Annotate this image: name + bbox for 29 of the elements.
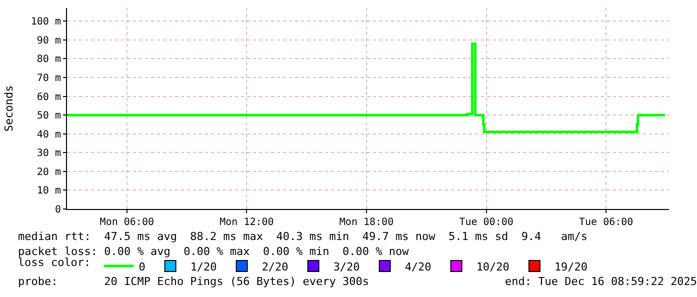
y-tick-label: 80 m	[36, 54, 61, 66]
legend-label: 2/20	[262, 260, 288, 274]
y-tick-label: 50 m	[36, 110, 61, 122]
x-tick-label: Mon 12:00	[220, 217, 274, 228]
text: packet loss: 0.00 % avg 0.00 % max 0.00 % min 0.00 % now	[18, 245, 410, 258]
y-tick-label: 40 m	[36, 129, 61, 140]
y-tick-label: 90 m	[36, 35, 61, 46]
y-tick-label: 20 m	[36, 166, 61, 178]
text: end: Tue Dec 16 08:59:22 2025	[505, 275, 697, 288]
y-tick-label: 10 m	[36, 186, 61, 197]
x-tick-label: Mon 06:00	[100, 217, 154, 228]
legend-label: 1/20	[190, 260, 217, 274]
y-tick-label: 70 m	[36, 73, 61, 84]
y-tick-label: 30 m	[36, 148, 61, 160]
legend-label: 3/20	[333, 260, 360, 274]
y-tick-label: 60 m	[36, 92, 61, 103]
y-tick-label: 0	[54, 204, 61, 216]
legend-label: 19/20	[554, 260, 588, 274]
x-tick-label: Tue 06:00	[579, 217, 634, 228]
legend-title: loss color:	[18, 256, 91, 269]
legend-label: 0	[138, 260, 146, 274]
y-axis-title: Seconds	[2, 85, 16, 132]
y-tick-label: 100 m	[30, 16, 61, 28]
x-tick-label: Mon 18:00	[339, 217, 394, 228]
text: probe: 20 ICMP Echo Pings (56 Bytes) every 300s	[18, 275, 369, 288]
x-tick-label: Tue 00:00	[459, 217, 514, 228]
legend-label: 4/20	[404, 260, 432, 274]
legend-label: 10/20	[476, 260, 510, 274]
text: median rtt: 47.5 ms avg 88.2 ms max 40.3 ms min 49.7 ms now 5.1 ms sd 9.4 am/s	[18, 230, 588, 243]
